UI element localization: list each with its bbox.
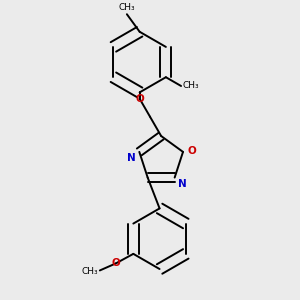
Text: N: N	[127, 154, 136, 164]
Text: N: N	[178, 179, 187, 189]
Text: CH₃: CH₃	[82, 267, 98, 276]
Text: CH₃: CH₃	[183, 82, 199, 91]
Text: CH₃: CH₃	[118, 3, 135, 12]
Text: O: O	[135, 94, 144, 104]
Text: O: O	[111, 258, 120, 268]
Text: O: O	[187, 146, 196, 156]
